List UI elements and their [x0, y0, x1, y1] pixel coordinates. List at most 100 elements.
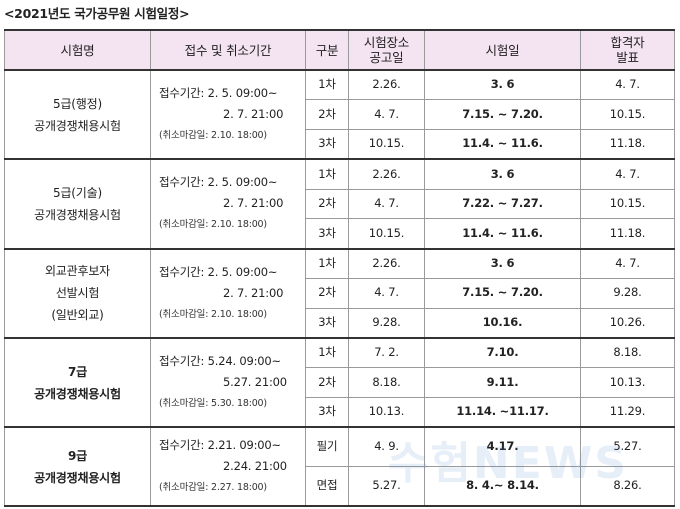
stage-cell: 2차 [305, 367, 349, 398]
table-row: 2차 8.18. 9.11. 10.13. [5, 367, 675, 398]
exam-name-cell: 외교관후보자 선발시험 (일반외교) [4, 248, 151, 339]
registration-period-cell: 접수기간: 2.21. 09:00~ 2.24. 21:00 (취소마감일: 2.2… [150, 426, 306, 507]
registration-period-cell: 접수기간: 2. 5. 09:00~ 2. 7. 21:00 (취소마감일: 2.1… [150, 158, 306, 250]
table-header: 시험명 접수 및 취소기간 구분 시험장소 공고일 시험일 합격자 발표 [4, 29, 675, 71]
table-row: 5급(기술) 공개경쟁채용시험 접수기간: 2. 5. 09:00~ 2. 7. 21… [4, 158, 675, 250]
table-row: 2차 4. 7. 7.22. ~ 7.27. 10.15. [5, 188, 675, 220]
header-exam-name: 시험명 [4, 29, 151, 71]
notice-date-cell: 2.26. [348, 158, 425, 190]
stage-cell: 1차 [305, 337, 349, 369]
exam-name-line: 공개경쟁채용시험 [34, 470, 121, 485]
period-end: 2. 7. 21:00 [223, 196, 284, 211]
table-row: 2차 4. 7. 7.15. ~ 7.20. 9.28. [5, 277, 675, 309]
stage-cell: 2차 [305, 188, 349, 220]
stage-cell: 1차 [305, 248, 349, 279]
exam-name-line: 5급(행정) [53, 96, 102, 111]
notice-date-cell: 7. 2. [348, 337, 425, 369]
stage-cell: 3차 [305, 396, 349, 428]
exam-name-cell: 5급(행정) 공개경쟁채용시험 [4, 69, 151, 160]
notice-date-cell: 4. 7. [348, 99, 425, 131]
cancel-deadline: (취소마감일: 2.10. 18:00) [159, 219, 267, 231]
cancel-deadline: (취소마감일: 2.10. 18:00) [159, 308, 267, 320]
period-start: 접수기간: 5.24. 09:00~ [159, 354, 281, 369]
notice-date-cell: 8.18. [348, 367, 425, 398]
notice-date-cell: 4. 9. [348, 426, 425, 468]
exam-group: 5급(행정) 공개경쟁채용시험 접수기간: 2. 5. 09:00~ 2. 7. 21… [4, 69, 675, 160]
stage-cell: 1차 [305, 158, 349, 190]
table-row: 2차 4. 7. 7.15. ~ 7.20. 10.15. [5, 99, 675, 131]
cancel-deadline: (취소마감일: 2.27. 18:00) [159, 482, 267, 494]
header-period: 접수 및 취소기간 [150, 29, 306, 71]
exam-date-cell: 11.4. ~ 11.6. [424, 218, 581, 250]
result-date-cell: 10.15. [580, 188, 675, 220]
exam-name-line: 공개경쟁채용시험 [34, 207, 121, 222]
result-date-cell: 10.26. [580, 307, 675, 339]
table-row: 면접 5.27. 8. 4.~ 8.14. 8.26. [5, 466, 675, 507]
exam-date-cell: 7.10. [424, 337, 581, 369]
period-start: 접수기간: 2. 5. 09:00~ [159, 175, 278, 190]
result-date-cell: 10.15. [580, 99, 675, 131]
period-end: 2. 7. 21:00 [223, 285, 284, 300]
result-date-cell: 4. 7. [580, 158, 675, 190]
exam-name-line: 외교관후보자 [44, 264, 111, 279]
result-date-cell: 8.18. [580, 337, 675, 369]
table-row: 7급 공개경쟁채용시험 접수기간: 5.24. 09:00~ 5.27. 21:00 (… [4, 337, 675, 428]
notice-date-cell: 9.28. [348, 307, 425, 339]
period-start: 접수기간: 2.21. 09:00~ [159, 438, 281, 453]
stage-cell: 2차 [305, 277, 349, 309]
exam-name-line: 5급(기술) [53, 185, 102, 200]
exam-group: 7급 공개경쟁채용시험 접수기간: 5.24. 09:00~ 5.27. 21:00 (… [4, 337, 675, 428]
table-row: 3차 10.15. 11.4. ~ 11.6. 11.18. [5, 218, 675, 250]
result-date-cell: 10.13. [580, 367, 675, 398]
registration-period-cell: 접수기간: 2. 5. 09:00~ 2. 7. 21:00 (취소마감일: 2.1… [150, 69, 306, 160]
period-start: 접수기간: 2. 5. 09:00~ [159, 86, 278, 101]
header-stage: 구분 [305, 29, 349, 71]
notice-date-cell: 10.13. [348, 396, 425, 428]
notice-date-cell: 10.15. [348, 218, 425, 250]
notice-date-cell: 4. 7. [348, 188, 425, 220]
exam-name-cell: 7급 공개경쟁채용시험 [4, 337, 151, 428]
notice-date-cell: 4. 7. [348, 277, 425, 309]
exam-name-line: 7급 [68, 364, 87, 379]
stage-cell: 3차 [305, 307, 349, 339]
result-date-cell: 11.18. [580, 129, 675, 160]
result-date-cell: 8.26. [580, 466, 675, 507]
stage-cell: 1차 [305, 69, 349, 101]
notice-date-cell: 2.26. [348, 69, 425, 101]
result-date-cell: 11.18. [580, 218, 675, 250]
header-result-date: 합격자 발표 [580, 29, 675, 71]
cancel-deadline: (취소마감일: 2.10. 18:00) [159, 130, 267, 142]
stage-cell: 3차 [305, 218, 349, 250]
exam-group: 외교관후보자 선발시험 (일반외교) 접수기간: 2. 5. 09:00~ 2. 7. … [4, 248, 675, 339]
header-notice-date: 시험장소 공고일 [348, 29, 425, 71]
page-title: <2021년도 국가공무원 시험일정> [4, 6, 190, 21]
result-date-cell: 9.28. [580, 277, 675, 309]
exam-date-cell: 8. 4.~ 8.14. [424, 466, 581, 507]
exam-date-cell: 9.11. [424, 367, 581, 398]
exam-schedule-table: 시험명 접수 및 취소기간 구분 시험장소 공고일 시험일 합격자 발표 5급(행정) 공개… [4, 29, 675, 507]
exam-date-cell: 7.22. ~ 7.27. [424, 188, 581, 220]
exam-date-cell: 10.16. [424, 307, 581, 339]
table-row: 5급(행정) 공개경쟁채용시험 접수기간: 2. 5. 09:00~ 2. 7. 21… [4, 69, 675, 160]
exam-name-line: 공개경쟁채용시험 [34, 118, 121, 133]
period-start: 접수기간: 2. 5. 09:00~ [159, 264, 278, 279]
registration-period-cell: 접수기간: 5.24. 09:00~ 5.27. 21:00 (취소마감일: 5.3… [150, 337, 306, 428]
period-end: 2.24. 21:00 [223, 459, 287, 474]
exam-name-cell: 5급(기술) 공개경쟁채용시험 [4, 158, 151, 250]
table-row: 3차 9.28. 10.16. 10.26. [5, 307, 675, 339]
period-end: 5.27. 21:00 [223, 375, 287, 390]
result-date-cell: 11.29. [580, 396, 675, 428]
exam-name-line: 9급 [68, 448, 87, 463]
exam-date-cell: 7.15. ~ 7.20. [424, 277, 581, 309]
exam-date-cell: 11.4. ~ 11.6. [424, 129, 581, 160]
exam-date-cell: 3. 6 [424, 69, 581, 101]
registration-period-cell: 접수기간: 2. 5. 09:00~ 2. 7. 21:00 (취소마감일: 2.1… [150, 248, 306, 339]
exam-date-cell: 7.15. ~ 7.20. [424, 99, 581, 131]
header-exam-date: 시험일 [424, 29, 581, 71]
table-row: 외교관후보자 선발시험 (일반외교) 접수기간: 2. 5. 09:00~ 2. 7. … [4, 248, 675, 339]
period-end: 2. 7. 21:00 [223, 107, 284, 122]
exam-name-line: (일반외교) [51, 308, 104, 323]
